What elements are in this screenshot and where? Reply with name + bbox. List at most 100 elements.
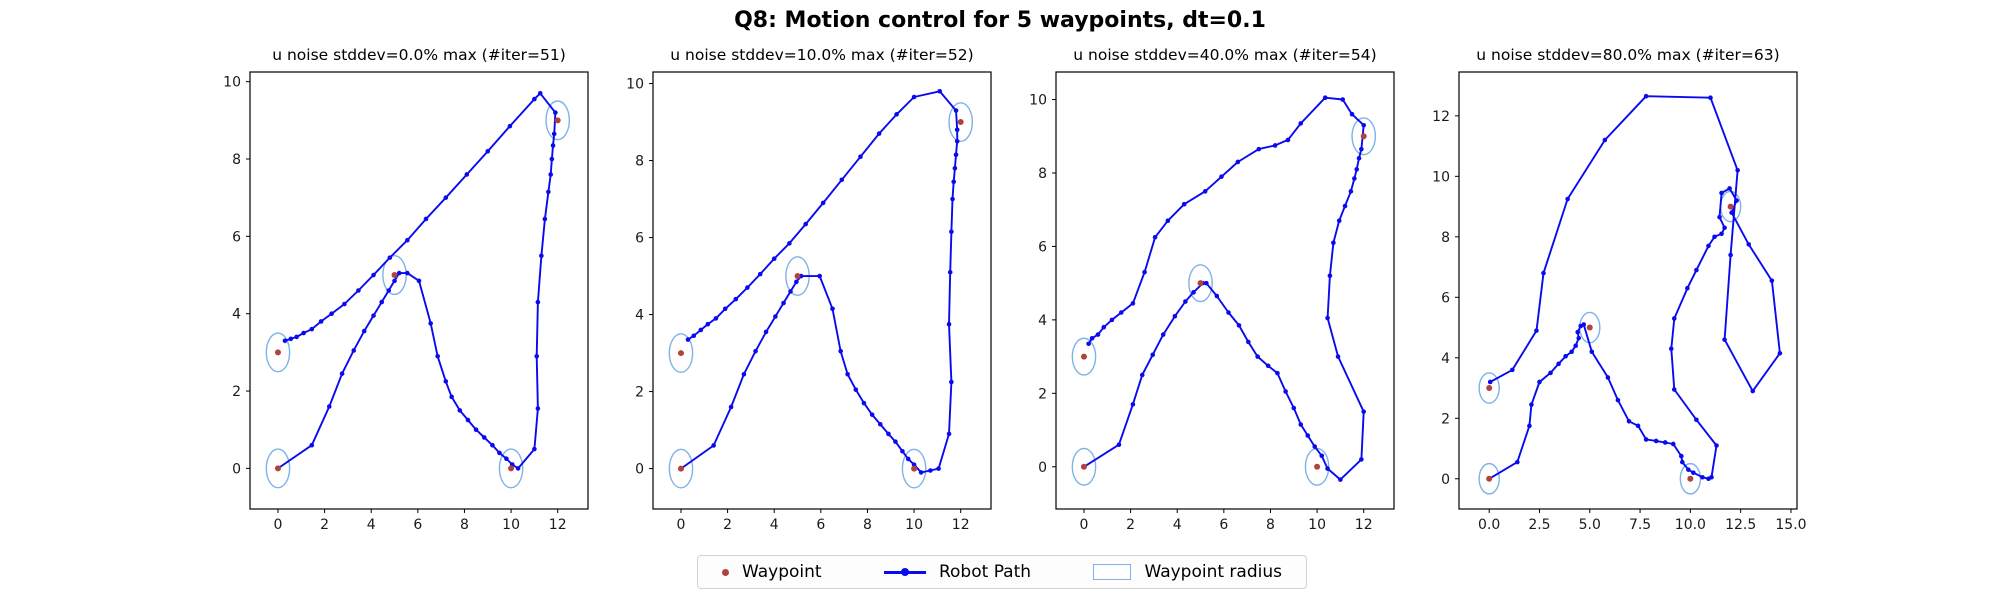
y-tick-label: 12 (1432, 109, 1450, 125)
robot-path-point (1359, 146, 1364, 152)
subplot-noise-10: u noise stddev=10.0% max (#iter=52) 0 2 4 6… (598, 40, 1008, 550)
robot-path-point (838, 348, 843, 354)
x-tick-label: 6 (1219, 517, 1228, 533)
subplot-title: u noise stddev=80.0% max (#iter=63) (1476, 46, 1780, 64)
robot-path-point (507, 123, 513, 129)
x-tick-label: 5.0 (1579, 517, 1601, 533)
waypoint-dot (911, 465, 918, 472)
robot-path-point (1527, 423, 1532, 429)
x-tick-label: 8 (1266, 517, 1275, 533)
robot-path-line (680, 90, 959, 474)
robot-path-point (1265, 363, 1271, 369)
robot-path-point (753, 348, 758, 354)
x-tick-label: 4 (367, 517, 376, 533)
robot-path-point (361, 328, 367, 334)
robot-path-point (1685, 285, 1690, 291)
y-tick-label: 2 (635, 385, 644, 401)
x-tick-label: 2 (1126, 517, 1135, 533)
x-tick-label: 0 (1080, 517, 1089, 533)
x-tick-label: 2 (320, 517, 329, 533)
waypoint-dot (1197, 280, 1204, 287)
x-tick-label: 12 (1355, 517, 1373, 533)
robot-path-point (1706, 243, 1711, 249)
robot-path-point (869, 412, 875, 417)
robot-path-point (928, 468, 933, 473)
robot-path-point (1130, 402, 1136, 407)
robot-path-point (918, 470, 924, 475)
robot-path-point (405, 237, 410, 243)
robot-path-point (937, 88, 943, 94)
robot-path-point (1235, 159, 1241, 165)
robot-path-point (1359, 457, 1364, 462)
robot-path-point (950, 196, 955, 202)
robot-path-point (1691, 470, 1696, 476)
robot-path-point (329, 311, 334, 317)
waypoint-radius-circle (265, 448, 291, 489)
x-tick-label: 12.5 (1725, 517, 1756, 533)
robot-path-point (830, 306, 835, 312)
robot-path-point (1694, 267, 1699, 273)
plot-canvas-noise-40: 0 2 4 6 8 10 12 0 2 4 6 8 10 (1029, 71, 1395, 533)
robot-path-point (946, 431, 952, 437)
x-tick-label: 10 (1308, 517, 1326, 533)
robot-path-point (1746, 242, 1752, 247)
robot-path-point (911, 94, 917, 100)
robot-path-point (548, 172, 554, 177)
robot-path-point (733, 296, 739, 302)
waypoint-radius-circle (1478, 462, 1500, 495)
robot-path-point (465, 417, 471, 423)
robot-path-point (1626, 418, 1632, 424)
robot-path-point (952, 165, 958, 171)
robot-path-point (953, 152, 959, 158)
waypoint-dot (274, 349, 281, 356)
robot-path-point (1679, 453, 1684, 459)
robot-path-point (379, 299, 385, 305)
subplot-title: u noise stddev=0.0% max (#iter=51) (272, 46, 566, 64)
axes-box (652, 71, 992, 510)
robot-path-point (309, 326, 315, 332)
robot-path-point (1236, 323, 1242, 328)
robot-path-point (1348, 189, 1354, 194)
robot-path-point (294, 334, 299, 340)
robot-path-point (1573, 343, 1578, 348)
robot-path-point (763, 329, 769, 335)
x-tick-label: 8 (460, 517, 469, 533)
y-tick-label: 0 (635, 462, 644, 478)
robot-path-point (497, 450, 502, 456)
robot-path-point (1510, 367, 1515, 373)
robot-path-point (1700, 474, 1705, 480)
robot-path-point (1671, 316, 1677, 321)
y-tick-label: 2 (1038, 386, 1047, 402)
robot-path-point (1095, 332, 1101, 337)
robot-path-point (1298, 422, 1304, 427)
robot-path-point (546, 189, 551, 195)
waypoint-radius-circle (1071, 447, 1097, 486)
y-tick-label: 8 (232, 152, 241, 168)
waypoint-radius-circle (1351, 117, 1377, 156)
y-tick-label: 4 (232, 307, 241, 323)
robot-path-point (1160, 332, 1166, 337)
robot-path-point (787, 241, 792, 246)
waypoint-dot (1080, 353, 1087, 360)
legend-label: Robot Path (938, 562, 1032, 582)
robot-path-point (1727, 186, 1732, 191)
robot-path-point (1515, 459, 1520, 465)
robot-path-point (1565, 196, 1570, 202)
y-tick-label: 2 (232, 384, 241, 400)
robot-path-point (771, 256, 777, 262)
x-tick-label: 6 (413, 517, 422, 533)
legend-item-waypoint: Waypoint (722, 562, 822, 582)
robot-path-point (1172, 313, 1178, 319)
y-tick-label: 6 (1441, 290, 1450, 306)
robot-path-point (876, 131, 882, 136)
x-tick-label: 2.5 (1528, 517, 1550, 533)
x-tick-label: 7.5 (1629, 517, 1651, 533)
robot-path-line (1488, 95, 1781, 480)
robot-path-point (1331, 240, 1336, 246)
robot-path-point (386, 288, 391, 293)
robot-path-point (1139, 372, 1145, 378)
waypoint-radius-circle (265, 332, 291, 373)
legend-item-waypoint-radius: Waypoint radius (1093, 562, 1282, 582)
robot-path-point (1668, 346, 1674, 352)
subplot-title: u noise stddev=10.0% max (#iter=52) (670, 46, 974, 64)
